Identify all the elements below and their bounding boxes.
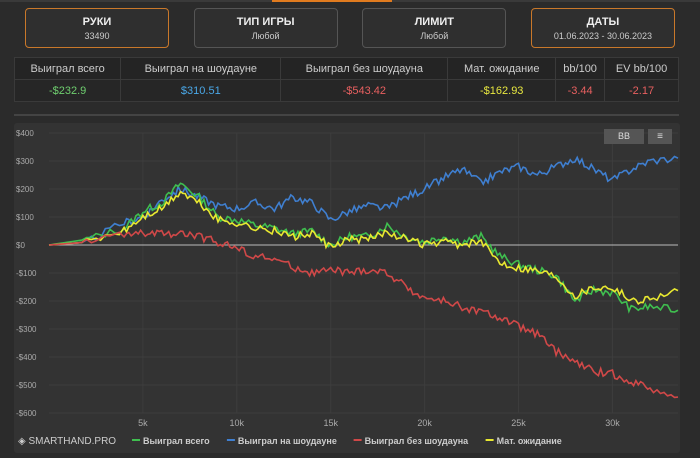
filter-value: Любой: [420, 30, 449, 41]
stats-header-row: Выиграл всего Выиграл на шоудауне Выигра…: [13, 57, 679, 80]
filter-limit-button[interactable]: ЛИМИТ Любой: [362, 8, 507, 48]
filter-value: 01.06.2023 - 30.06.2023: [553, 30, 653, 41]
active-tab-indicator: [272, 0, 392, 2]
legend-item[interactable]: Выиграл на шоудауне: [238, 436, 337, 446]
legend-swatch: [485, 439, 494, 441]
y-tick-label: $200: [16, 185, 34, 194]
y-tick-label: -$600: [16, 409, 37, 418]
legend-item[interactable]: Выиграл всего: [143, 436, 210, 446]
stats-value: -$232.9: [13, 79, 122, 102]
divider: [14, 114, 679, 116]
x-tick-label: 5k: [138, 418, 148, 428]
filter-title: РУКИ: [82, 15, 112, 28]
legend-item[interactable]: Мат. ожидание: [497, 436, 562, 446]
y-tick-label: $400: [16, 129, 34, 138]
filter-value: 33490: [84, 30, 110, 41]
series-line: [48, 228, 679, 399]
y-tick-label: -$200: [16, 297, 37, 306]
x-tick-label: 30k: [605, 418, 620, 428]
bb-toggle-button[interactable]: BB: [604, 129, 644, 144]
filter-dates-button[interactable]: ДАТЫ 01.06.2023 - 30.06.2023: [530, 8, 675, 48]
series-line: [48, 190, 679, 306]
stats-value: -$162.93: [447, 79, 557, 102]
x-tick-label: 20k: [417, 418, 432, 428]
filter-bar: РУКИ 33490 ТИП ИГРЫ Любой ЛИМИТ Любой ДАТЫ 0…: [25, 8, 675, 48]
x-tick-label: 15k: [323, 418, 338, 428]
filter-title: ТИП ИГРЫ: [236, 15, 295, 28]
stats-header: EV bb/100: [604, 57, 679, 80]
y-tick-label: -$500: [16, 381, 37, 390]
legend-item[interactable]: Выиграл без шоудауна: [365, 436, 470, 446]
legend-swatch: [353, 439, 362, 441]
filter-title: ЛИМИТ: [414, 15, 455, 28]
filter-game-type-button[interactable]: ТИП ИГРЫ Любой: [193, 8, 338, 48]
stats-header: Выиграл без шоудауна: [280, 57, 449, 80]
stats-value: $310.51: [120, 79, 282, 102]
stats-header: Мат. ожидание: [447, 57, 557, 80]
y-tick-label: $100: [16, 213, 34, 222]
legend-swatch: [132, 439, 140, 441]
legend-swatch: [226, 439, 235, 441]
brand-logo: ◈ SMARTHAND.PRO: [18, 436, 116, 447]
y-tick-label: -$100: [16, 269, 37, 278]
stats-table: Выиграл всего Выиграл на шоудауне Выигра…: [13, 57, 679, 102]
profit-chart: BB ≡ 5k 10k 15k 20k 25k 30k $400 $300 $200 $100 $0…: [14, 123, 680, 453]
stats-header: Выиграл всего: [13, 57, 122, 80]
stats-value-row: -$232.9 $310.51 -$543.42 -$162.93 -3.44 …: [13, 79, 679, 102]
top-tab-bar: [0, 0, 700, 2]
filter-hands-button[interactable]: РУКИ 33490: [25, 8, 169, 48]
x-tick-label: 25k: [511, 418, 526, 428]
x-tick-label: 10k: [230, 418, 245, 428]
y-tick-label: $0: [16, 241, 25, 250]
series-line: [48, 155, 679, 246]
chart-menu-button[interactable]: ≡: [648, 129, 672, 144]
stats-value: -$543.42: [280, 79, 449, 102]
chart-svg: 5k 10k 15k 20k 25k 30k $400 $300 $200 $100 $0 -$100…: [16, 129, 679, 447]
filter-title: ДАТЫ: [586, 15, 620, 28]
y-tick-label: -$400: [16, 353, 37, 362]
stats-header: bb/100: [555, 57, 606, 80]
stats-header: Выиграл на шоудауне: [120, 57, 282, 80]
y-tick-label: $300: [16, 157, 34, 166]
y-tick-label: -$300: [16, 325, 37, 334]
stats-value: -3.44: [555, 79, 606, 102]
stats-value: -2.17: [604, 79, 679, 102]
filter-value: Любой: [251, 30, 280, 41]
